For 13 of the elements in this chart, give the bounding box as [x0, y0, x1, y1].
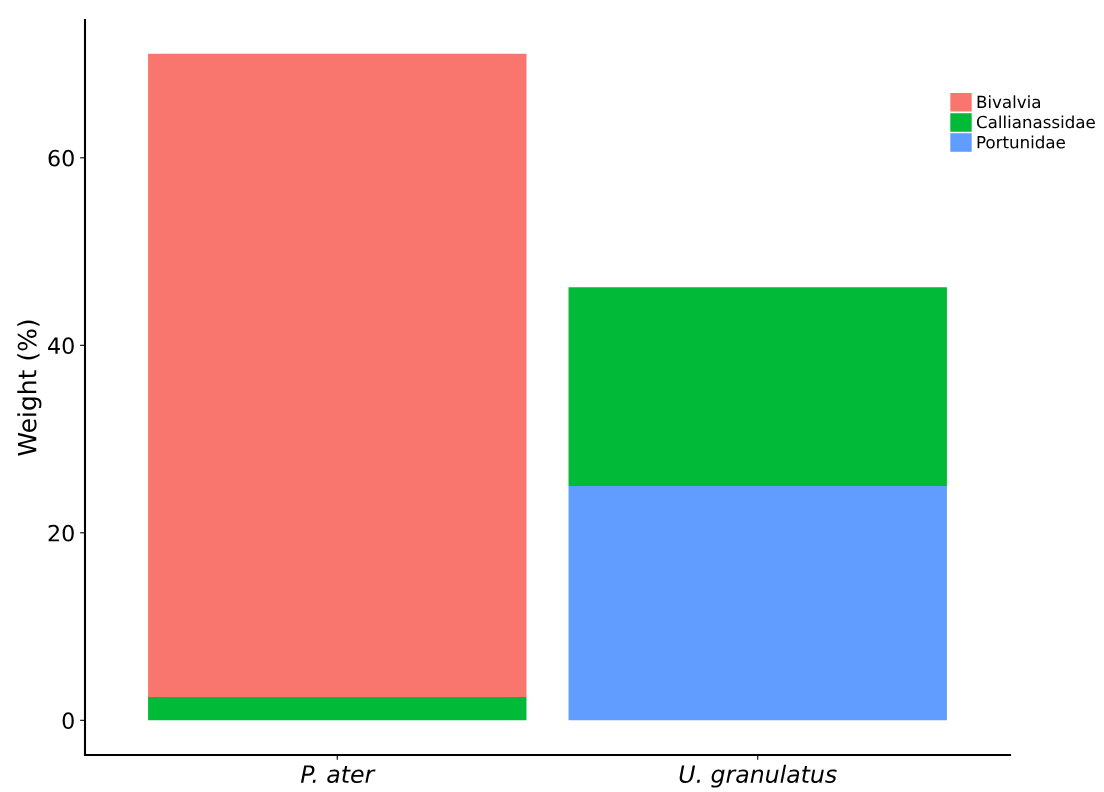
- y-tick-label: 40: [48, 337, 74, 355]
- legend-label: Callianassidae: [976, 115, 1095, 129]
- bar: [148, 696, 527, 721]
- legend-label: Bivalvia: [977, 95, 1040, 109]
- y-tick-label: 60: [48, 149, 74, 167]
- bar: [568, 287, 947, 486]
- y-axis-title: Weight (%): [17, 320, 42, 456]
- x-tick-label: U. granulatus: [679, 764, 837, 788]
- legend-label: Portunidae: [977, 135, 1065, 149]
- y-tick-label: 0: [62, 712, 74, 730]
- y-tick-label: 20: [48, 524, 74, 542]
- bar: [568, 485, 947, 721]
- x-tick-label: P. ater: [300, 765, 376, 783]
